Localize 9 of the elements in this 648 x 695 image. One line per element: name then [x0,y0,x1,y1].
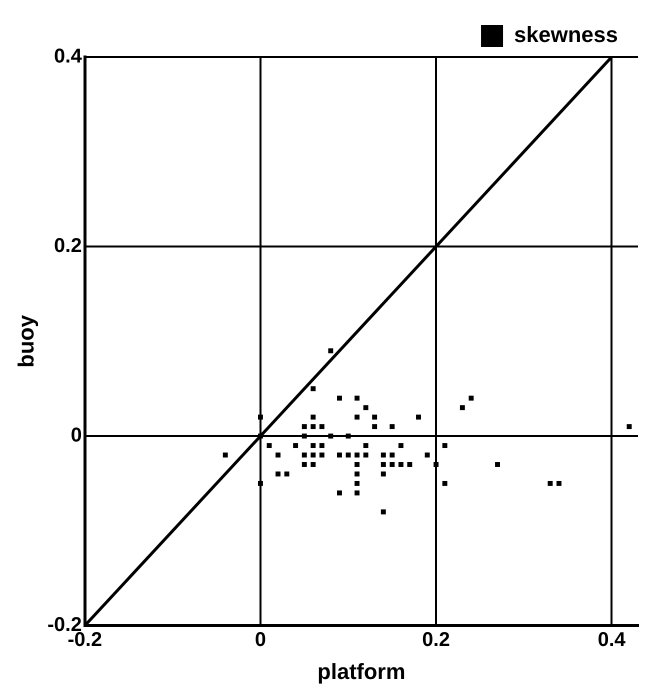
x-tick-label: 0.2 [422,629,450,652]
y-tick-label: 0 [70,424,82,447]
x-tick-label: 0.4 [598,629,626,652]
legend-label: skewness [514,22,618,48]
y-tick-label: 0.2 [54,235,82,258]
x-tick-label: 0 [254,629,266,652]
x-axis-title: platform [317,658,406,684]
y-tick-label: 0.4 [54,46,83,68]
y-axis-title: buoy [13,314,38,368]
